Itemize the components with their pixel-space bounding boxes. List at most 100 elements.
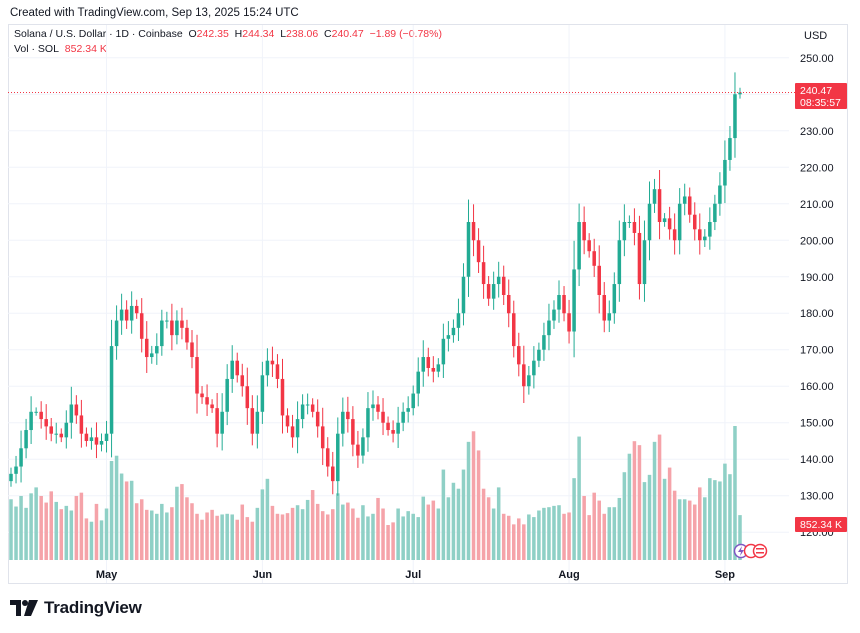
volume-bar: [44, 502, 48, 560]
volume-bar: [537, 510, 541, 560]
volume-bar: [24, 507, 28, 560]
candle-body: [225, 378, 229, 412]
candle-body: [557, 295, 561, 310]
brand-name: TradingView: [44, 598, 142, 617]
volume-bar: [260, 489, 265, 560]
volume-bar: [129, 480, 134, 560]
volume-bar: [607, 507, 612, 560]
candle-body: [295, 419, 300, 438]
last-price-badge-bg: [795, 83, 847, 109]
event-icons[interactable]: [733, 543, 768, 559]
volume-bar: [265, 478, 270, 560]
y-tick-label: 190.00: [800, 272, 834, 284]
candle-body: [310, 404, 315, 412]
volume-bar: [471, 431, 476, 560]
candle-body: [657, 189, 662, 223]
candle-body: [718, 185, 722, 204]
volume-bar: [305, 499, 310, 560]
candle-body: [401, 411, 405, 423]
volume-bar: [647, 474, 652, 560]
volume-bar: [677, 499, 682, 560]
volume-label[interactable]: Vol · SOL: [14, 43, 59, 55]
candle-body: [104, 433, 109, 441]
candle-body: [612, 284, 617, 314]
open-value: 242.35: [196, 28, 229, 40]
candle-body: [602, 295, 607, 321]
x-tick-label: Aug: [558, 569, 579, 581]
candle-body: [331, 466, 335, 482]
volume-bar: [401, 516, 405, 560]
candle-body: [275, 364, 280, 379]
candle-body: [562, 295, 566, 314]
candle-body: [190, 342, 194, 358]
symbol-title[interactable]: Solana / U.S. Dollar · 1D · Coinbase: [14, 28, 183, 40]
volume-bar: [190, 503, 194, 560]
volume-bar: [205, 512, 209, 560]
candle-body: [19, 448, 23, 467]
volume-bar: [69, 510, 74, 560]
candle-body: [547, 320, 551, 336]
volume-bar: [59, 509, 64, 560]
x-axis[interactable]: May Jun Jul Aug Sep: [96, 569, 735, 581]
volume-bar: [351, 508, 355, 560]
volume-bar: [461, 469, 466, 560]
volume-bar: [240, 504, 245, 560]
volume-bar: [496, 487, 501, 560]
candle-body: [195, 357, 199, 394]
candle-body: [54, 433, 59, 435]
volume-bar: [456, 488, 461, 560]
ohlc-legend: Solana / U.S. Dollar · 1D · Coinbase O24…: [14, 28, 442, 40]
y-tick-label: 230.00: [800, 126, 834, 138]
candle-body: [728, 138, 732, 160]
us-flag-event-icon-2[interactable]: [752, 543, 768, 559]
candle-body: [376, 404, 380, 412]
candle-body: [542, 335, 546, 350]
candle-body: [486, 284, 491, 299]
candle-body: [713, 203, 717, 223]
candle-body: [265, 360, 270, 376]
volume-bar: [431, 500, 436, 560]
volume-bar: [150, 510, 154, 560]
candle-body: [647, 203, 652, 241]
volume-bar: [215, 515, 219, 560]
volume-bar: [19, 495, 23, 560]
last-price-text: 240.47: [800, 85, 832, 97]
volume-bar: [210, 509, 214, 560]
volume-bar: [99, 520, 104, 560]
volume-bar: [738, 515, 742, 560]
candle-body: [527, 375, 531, 387]
candle-body: [708, 222, 712, 237]
candle-body: [703, 236, 707, 241]
candle-body: [89, 437, 94, 441]
y-tick-label: 250.00: [800, 53, 834, 65]
volume-bar: [325, 514, 330, 560]
candle-body: [144, 338, 149, 358]
currency-label[interactable]: USD: [804, 30, 828, 42]
candle-body: [175, 320, 179, 336]
candle-body: [84, 433, 89, 441]
candle-body: [24, 430, 28, 449]
candle-body: [180, 320, 184, 328]
candle-body: [607, 313, 612, 321]
tradingview-logo[interactable]: TradingView: [10, 598, 142, 618]
y-axis[interactable]: 250.00240.00230.00220.00210.00200.00190.…: [800, 53, 834, 539]
candle-body: [341, 411, 345, 434]
candle-body: [491, 284, 496, 299]
candle-body: [577, 222, 581, 270]
volume-bar: [64, 505, 69, 560]
x-tick-label: Sep: [715, 569, 735, 581]
candle-body: [290, 426, 295, 438]
volume-bar: [225, 513, 229, 560]
volume-bar: [346, 502, 350, 560]
candle-body: [69, 404, 74, 423]
volume-bar: [109, 460, 114, 560]
candle-body: [305, 404, 310, 406]
volume-badge-text: 852.34 K: [800, 519, 842, 531]
volume-bar: [280, 514, 285, 560]
candle-body: [285, 415, 290, 427]
volume-bar: [94, 503, 99, 560]
volume-bar: [733, 426, 737, 560]
candle-body: [114, 320, 119, 347]
volume-bar: [657, 434, 662, 560]
